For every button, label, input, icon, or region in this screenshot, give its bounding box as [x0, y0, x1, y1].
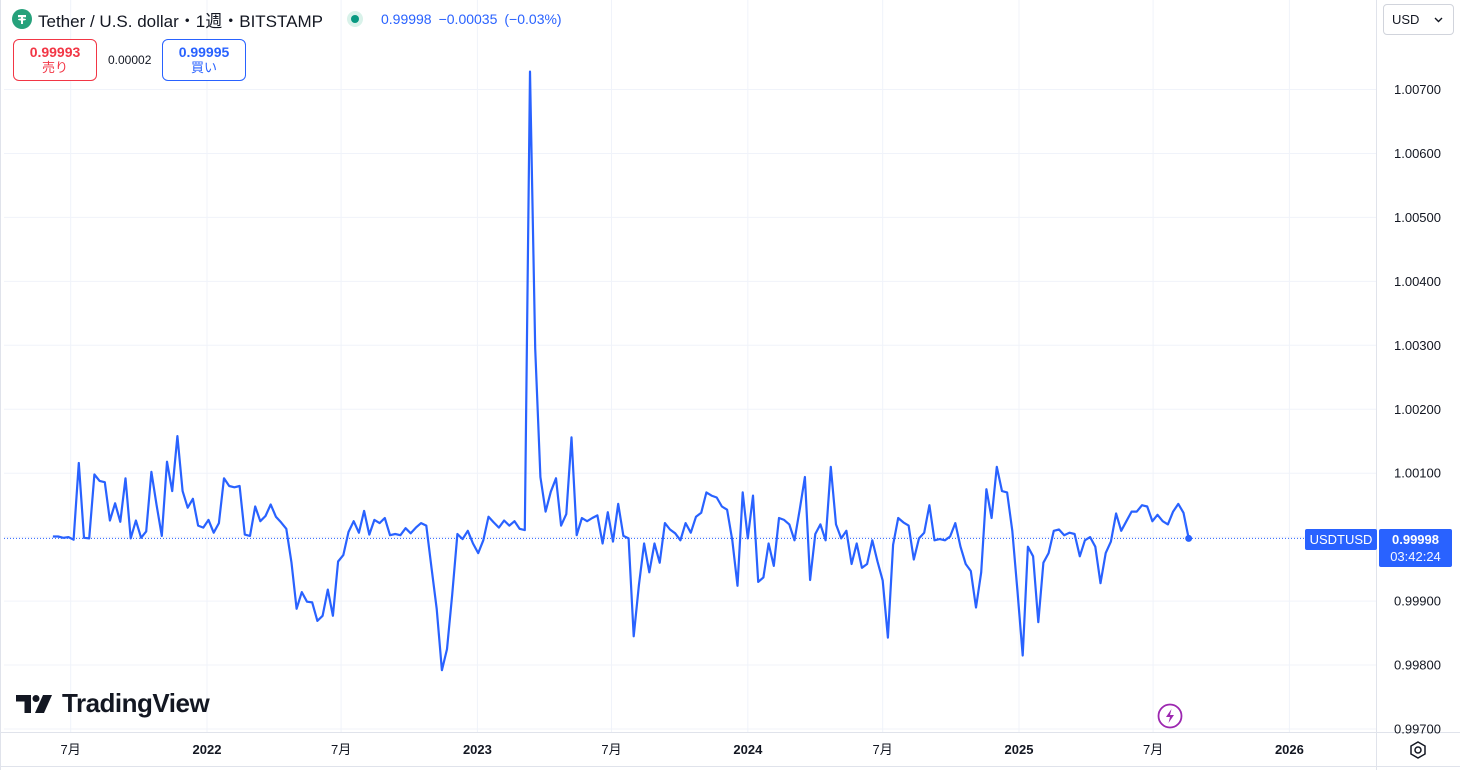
- y-tick-label: 0.99900: [1394, 594, 1441, 609]
- currency-value: USD: [1392, 12, 1420, 27]
- y-tick-label: 1.00400: [1394, 274, 1441, 289]
- bar-countdown: 03:42:24: [1390, 549, 1441, 564]
- lightning-icon[interactable]: [1157, 703, 1183, 729]
- x-tick-label: 2022: [193, 742, 222, 757]
- settings-icon[interactable]: [1408, 740, 1428, 760]
- sell-label: 売り: [41, 60, 68, 75]
- price-change: −0.00035: [438, 11, 498, 27]
- buy-price: 0.99995: [178, 44, 230, 60]
- x-tick-label: 7月: [601, 742, 621, 757]
- buy-label: 買い: [190, 60, 217, 75]
- sell-button[interactable]: 0.99993 売り: [13, 39, 97, 81]
- y-tick-label: 0.99800: [1394, 658, 1441, 673]
- y-tick-label: 0.99700: [1394, 722, 1441, 737]
- x-tick-label: 7月: [1143, 742, 1163, 757]
- currency-select[interactable]: USD: [1383, 4, 1454, 35]
- brand-name: TradingView: [62, 688, 210, 718]
- buy-button[interactable]: 0.99995 買い: [162, 39, 246, 81]
- last-price-marker: [1185, 534, 1193, 542]
- tether-logo-icon: [12, 9, 32, 29]
- chevron-down-icon: [1434, 17, 1443, 22]
- last-price-tag-value: 0.99998: [1392, 532, 1439, 547]
- last-price-tag: 0.99998 03:42:24: [1379, 529, 1452, 567]
- quote-values: 0.99998 −0.00035 (−0.03%): [381, 11, 562, 27]
- tradingview-logo[interactable]: TradingView: [16, 688, 210, 719]
- y-tick-label: 1.00500: [1394, 210, 1441, 225]
- spread-value: 0.00002: [108, 53, 152, 67]
- x-tick-label: 2026: [1275, 742, 1304, 757]
- sell-price: 0.99993: [29, 44, 81, 60]
- symbol-price-tag: USDTUSD: [1305, 529, 1377, 550]
- y-tick-label: 1.00700: [1394, 82, 1441, 97]
- y-tick-label: 1.00300: [1394, 338, 1441, 353]
- x-tick-label: 2023: [463, 742, 492, 757]
- y-tick-label: 1.00600: [1394, 146, 1441, 161]
- x-tick-label: 7月: [331, 742, 351, 757]
- symbol-legend: Tether / U.S. dollar・1週・BITSTAMP 0.99998…: [12, 6, 562, 32]
- last-price: 0.99998: [380, 11, 432, 27]
- symbol-title[interactable]: Tether / U.S. dollar・1週・BITSTAMP: [38, 11, 323, 31]
- price-series-line[interactable]: [52, 70, 1190, 672]
- tradingview-logo-icon: [16, 694, 52, 713]
- market-status-dot-icon[interactable]: [346, 11, 363, 27]
- y-tick-label: 1.00100: [1394, 466, 1441, 481]
- y-tick-label: 1.00200: [1394, 402, 1441, 417]
- x-tick-label: 2025: [1005, 742, 1034, 757]
- x-tick-label: 7月: [873, 742, 893, 757]
- x-tick-label: 2024: [733, 742, 763, 757]
- price-change-percent: (−0.03%): [504, 11, 562, 27]
- x-tick-label: 7月: [61, 742, 81, 757]
